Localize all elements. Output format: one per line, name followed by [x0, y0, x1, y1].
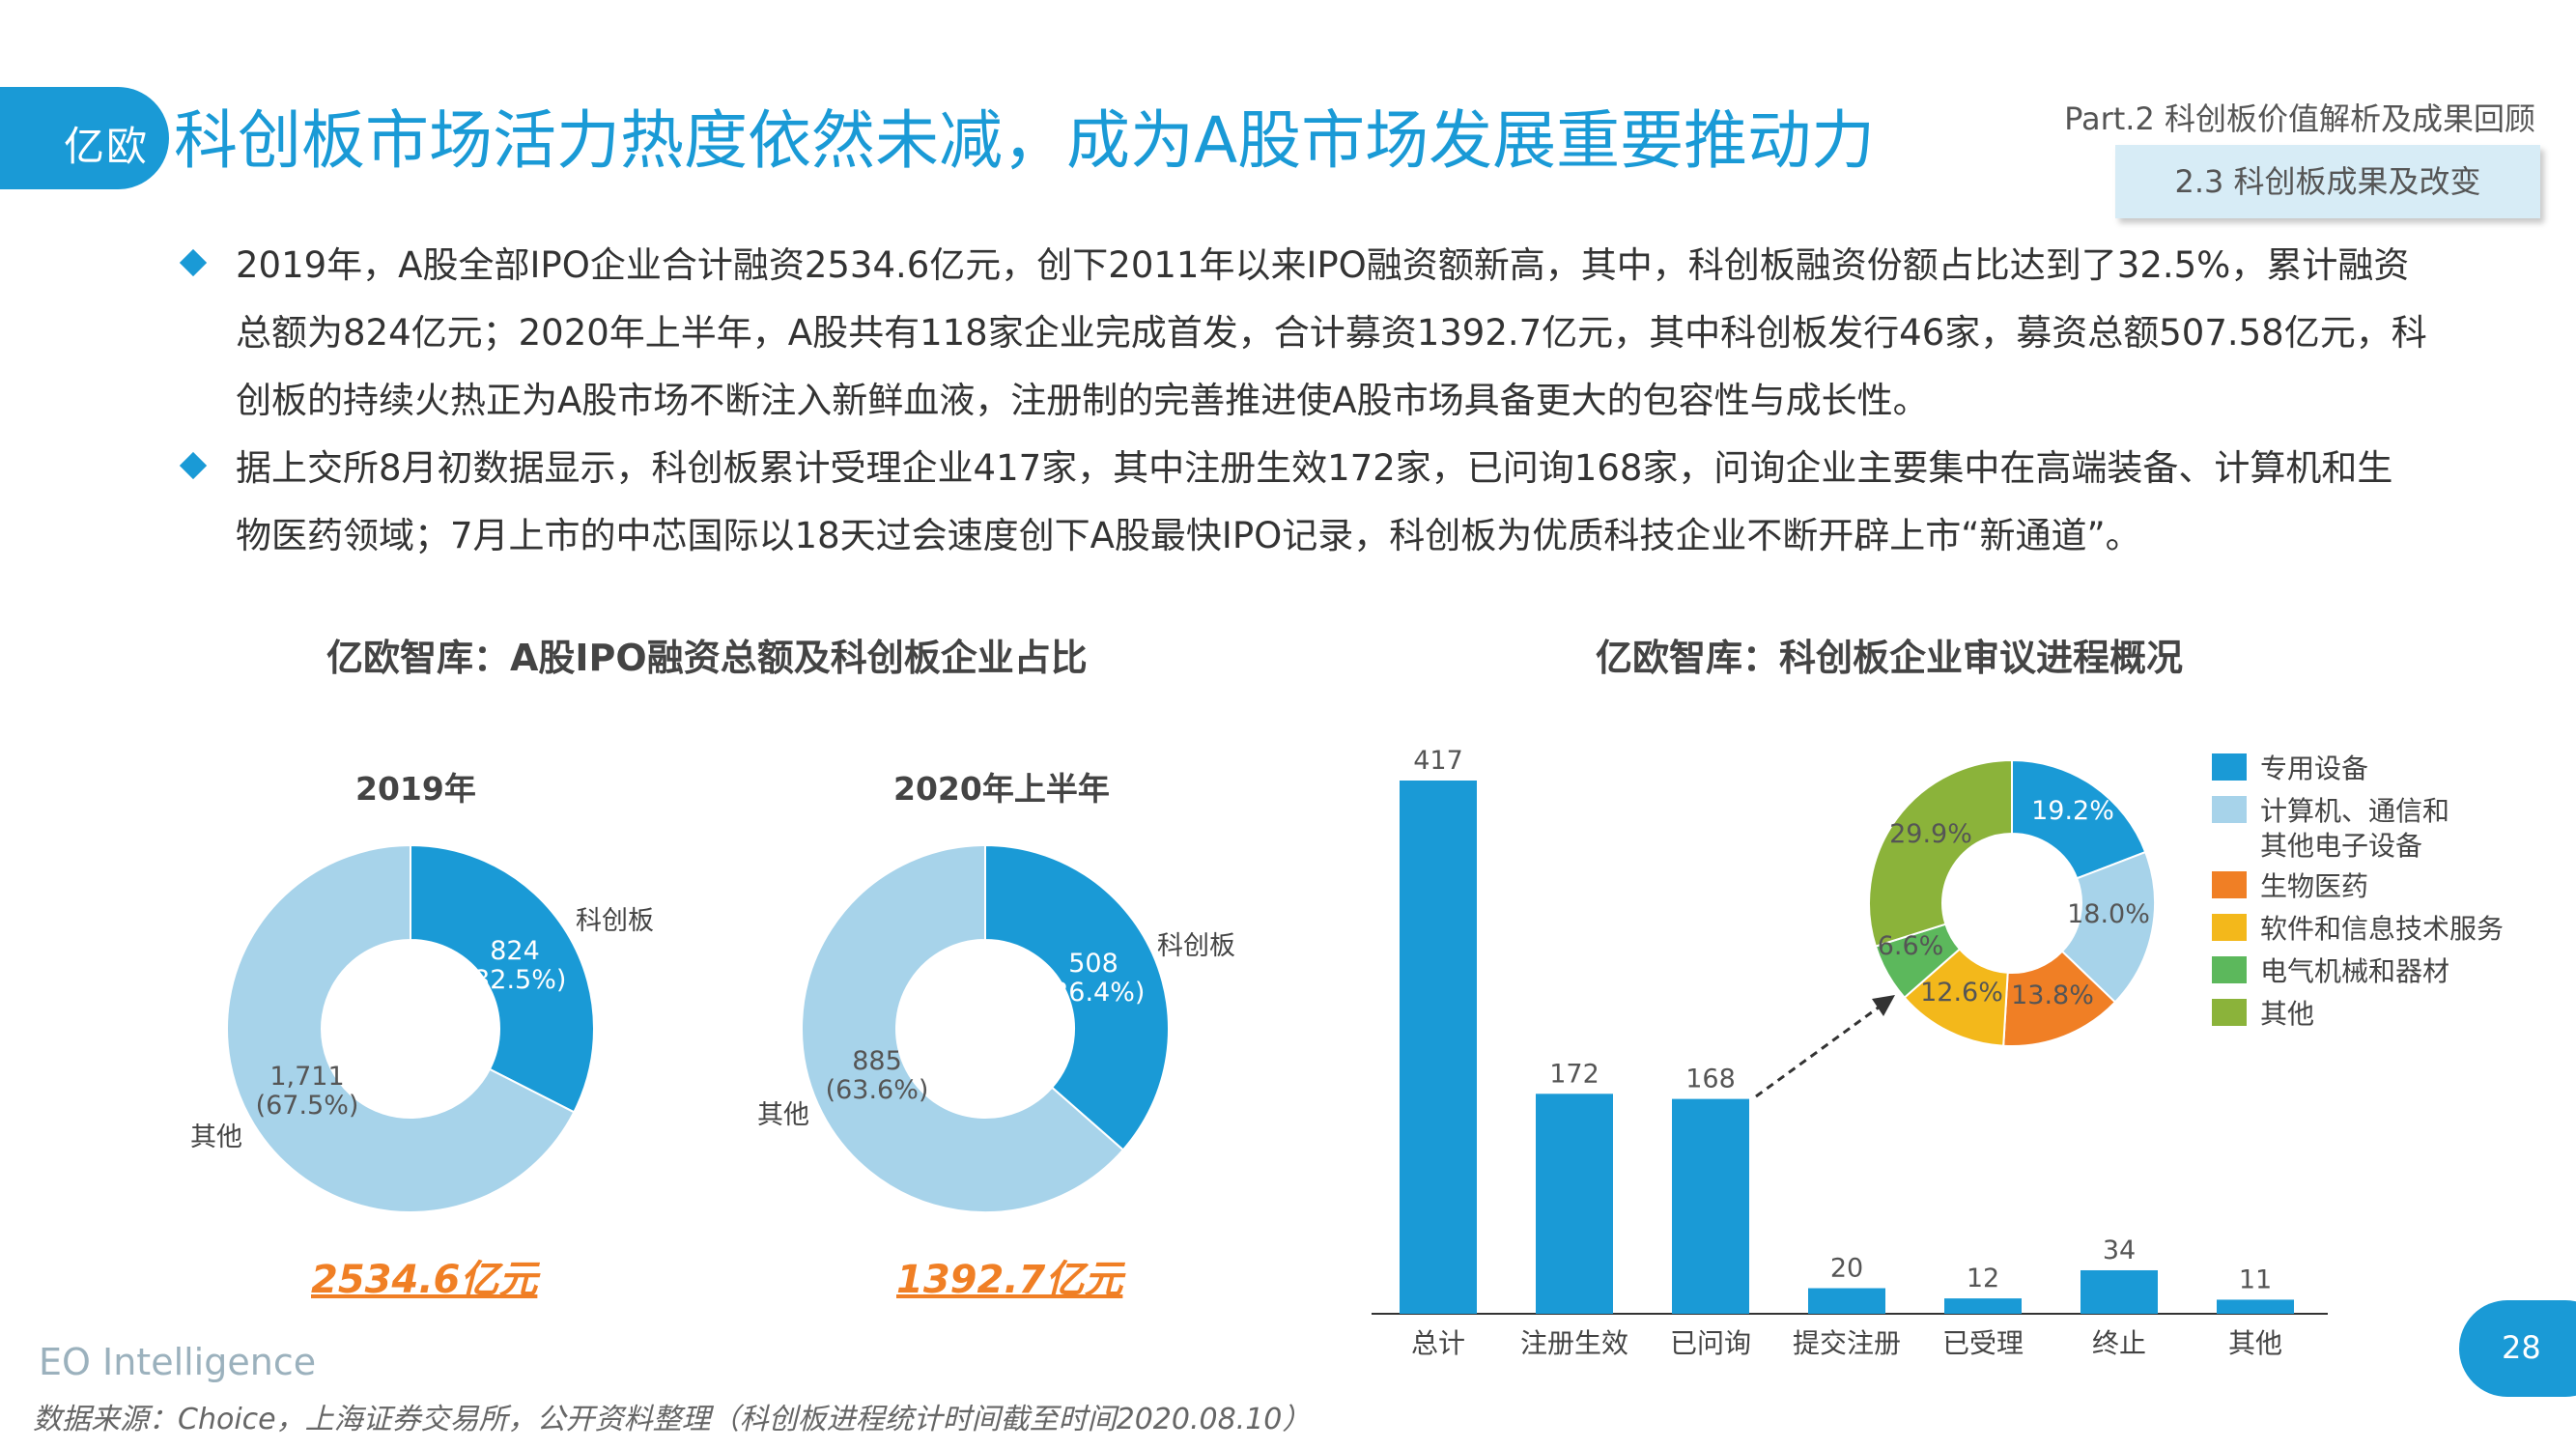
bar-category-label: 总计 — [1411, 1327, 1465, 1359]
slice-name-label: 其他 — [757, 1100, 809, 1130]
total-2020: 1392.7亿元 — [896, 1258, 1123, 1302]
slice-pct-label: 19.2% — [2031, 796, 2114, 826]
legend-label: 专用设备 — [2260, 753, 2369, 784]
bar-chart-review-progress: 417 总计 172 注册生效 168 已问询 20 提交注册 12 已受理 34 终止 11 其他 — [1372, 746, 2328, 1359]
donut-slice — [801, 843, 1125, 1213]
watermark: EO Intelligence — [39, 1341, 317, 1383]
legend-swatch — [2212, 999, 2247, 1026]
bar-category-label: 注册生效 — [1520, 1327, 1628, 1359]
bar — [1400, 781, 1477, 1314]
part-label: Part.2 科创板价值解析及成果回顾 — [2064, 100, 2535, 137]
pointer-arrow-line — [1755, 1005, 1881, 1098]
logo-text: 亿欧 — [64, 123, 150, 170]
bar-value-label: 12 — [1967, 1264, 1999, 1293]
slice-pct-label: 12.6% — [1920, 978, 2003, 1008]
legend-swatch — [2212, 796, 2247, 823]
page-number: 28 — [2502, 1329, 2541, 1366]
legend-swatch — [2212, 914, 2247, 941]
bullet-text-2: 据上交所8月初数据显示，科创板累计受理企业417家，其中注册生效172家，已问询… — [236, 447, 2393, 556]
slice-pct-label: 6.6% — [1878, 931, 1944, 961]
bar-category-label: 终止 — [2092, 1327, 2146, 1359]
bar-category-label: 提交注册 — [1793, 1327, 1901, 1359]
bar — [2217, 1299, 2294, 1314]
total-2019: 2534.6亿元 — [311, 1258, 538, 1302]
right-chart-title: 亿欧智库：科创板企业审议进程概况 — [1596, 637, 2184, 679]
bar-value-label: 417 — [1413, 746, 1463, 776]
slice-value-label: 508 — [1068, 949, 1118, 979]
bar-value-label: 168 — [1685, 1065, 1736, 1094]
donut-slice — [226, 843, 576, 1213]
slice-value-label: 1,711 — [269, 1062, 344, 1092]
bar-value-label: 34 — [2103, 1236, 2136, 1265]
pointer-arrow-head — [1872, 995, 1895, 1016]
bar-value-label: 20 — [1830, 1254, 1863, 1284]
slice-pct-label: 18.0% — [2067, 899, 2150, 929]
legend-label: 软件和信息技术服务 — [2260, 913, 2505, 945]
bar-category-label: 已受理 — [1942, 1327, 2024, 1359]
left-chart-title: 亿欧智库：A股IPO融资总额及科创板企业占比 — [326, 637, 1088, 679]
bar-category-label: 其他 — [2228, 1327, 2282, 1359]
donut-slice — [410, 843, 595, 1114]
slice-pct-label: (63.6%) — [826, 1075, 929, 1105]
legend-label: 电气机械和器材 — [2260, 955, 2450, 987]
legend-swatch — [2212, 956, 2247, 983]
legend-label: 生物医药 — [2260, 870, 2369, 902]
page-number-badge — [2459, 1300, 2576, 1397]
donut-slice — [984, 843, 1170, 1151]
slice-pct-label: (36.4%) — [1042, 978, 1146, 1008]
donut-slice — [2060, 850, 2156, 1004]
legend-swatch — [2212, 871, 2247, 898]
bar — [1536, 1094, 1613, 1314]
slice-name-label: 其他 — [190, 1122, 242, 1152]
donut-slice — [2011, 758, 2147, 880]
page-title: 科创板市场活力热度依然未减，成为A股市场发展重要推动力 — [174, 103, 1876, 178]
bar-value-label: 172 — [1549, 1059, 1599, 1089]
donut-2019-title: 2019年 — [355, 770, 476, 808]
bar — [1944, 1298, 2022, 1314]
slice-pct-label: 13.8% — [2011, 980, 2094, 1010]
legend-label: 计算机、通信和 其他电子设备 — [2260, 795, 2450, 862]
slice-name-label: 科创板 — [576, 906, 654, 936]
bar-value-label: 11 — [2239, 1264, 2272, 1294]
section-label: 2.3 科创板成果及改变 — [2174, 163, 2481, 200]
donut-industry-distribution: 19.2% 18.0% 13.8% 12.6% 6.6% 29.9% — [1868, 758, 2156, 1047]
slice-pct-label: (32.5%) — [464, 965, 567, 995]
logo-badge — [0, 87, 169, 189]
bar — [1672, 1098, 1749, 1314]
bar-category-label: 已问询 — [1670, 1327, 1751, 1359]
section-box — [2115, 145, 2540, 218]
source-note: 数据来源：Choice，上海证券交易所，公开资料整理（科创板进程统计时间截至时间… — [33, 1403, 1312, 1436]
bar — [1808, 1288, 1885, 1314]
legend-swatch — [2212, 753, 2247, 781]
bar — [2081, 1269, 2158, 1314]
slice-name-label: 科创板 — [1157, 931, 1235, 961]
legend-label: 其他 — [2260, 998, 2315, 1030]
slice-pct-label: (67.5%) — [256, 1091, 359, 1121]
slice-value-label: 824 — [490, 936, 540, 966]
slice-pct-label: 29.9% — [1889, 819, 1972, 849]
donut-2020-title: 2020年上半年 — [893, 770, 1110, 808]
donut-slice — [1868, 758, 2013, 948]
slice-value-label: 885 — [852, 1046, 902, 1076]
bullet-text-1: 2019年，A股全部IPO企业合计融资2534.6亿元，创下2011年以来IPO… — [236, 244, 2427, 421]
